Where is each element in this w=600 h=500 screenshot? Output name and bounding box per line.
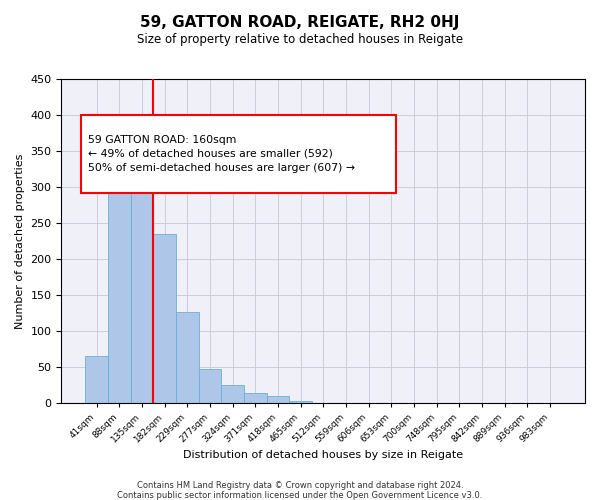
- Bar: [108, 172, 131, 404]
- Bar: [244, 392, 266, 404]
- Text: Contains HM Land Registry data © Crown copyright and database right 2024.: Contains HM Land Registry data © Crown c…: [137, 482, 463, 490]
- Bar: [289, 401, 312, 404]
- Bar: [357, 402, 380, 404]
- Bar: [266, 396, 289, 404]
- Bar: [153, 234, 176, 404]
- Bar: [539, 402, 561, 404]
- Bar: [312, 402, 335, 404]
- Text: Size of property relative to detached houses in Reigate: Size of property relative to detached ho…: [137, 34, 463, 46]
- Bar: [493, 402, 516, 404]
- Bar: [176, 312, 199, 404]
- Text: Contains public sector information licensed under the Open Government Licence v3: Contains public sector information licen…: [118, 490, 482, 500]
- Text: 59, GATTON ROAD, REIGATE, RH2 0HJ: 59, GATTON ROAD, REIGATE, RH2 0HJ: [140, 15, 460, 30]
- Bar: [131, 144, 153, 404]
- Bar: [448, 402, 470, 404]
- Bar: [221, 386, 244, 404]
- Bar: [85, 356, 108, 404]
- Text: 59 GATTON ROAD: 160sqm
← 49% of detached houses are smaller (592)
50% of semi-de: 59 GATTON ROAD: 160sqm ← 49% of detached…: [88, 134, 355, 173]
- Y-axis label: Number of detached properties: Number of detached properties: [15, 154, 25, 329]
- Bar: [199, 368, 221, 404]
- X-axis label: Distribution of detached houses by size in Reigate: Distribution of detached houses by size …: [183, 450, 463, 460]
